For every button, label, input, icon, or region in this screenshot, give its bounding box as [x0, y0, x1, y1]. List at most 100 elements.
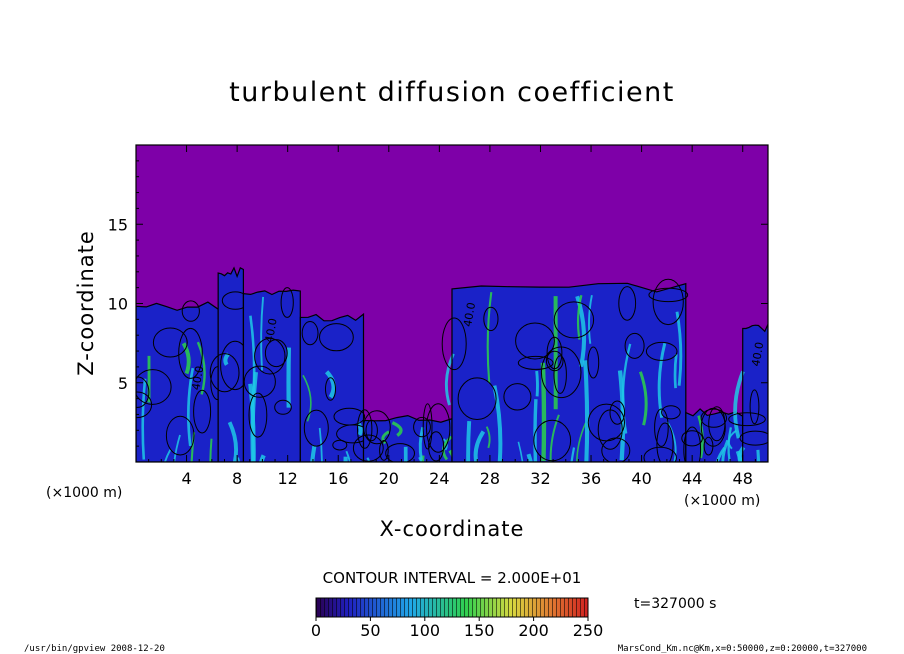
contour-label: 40.0	[461, 301, 478, 327]
contour-line	[601, 437, 631, 462]
contour-line	[553, 301, 595, 339]
region-streak	[163, 449, 172, 462]
colorbar-tick-label: 200	[518, 621, 549, 640]
contour-label: 40.0	[749, 341, 766, 367]
region-streak	[345, 450, 351, 462]
contour-line	[379, 440, 389, 461]
contour-line	[517, 355, 554, 370]
region-streak	[517, 441, 524, 462]
contour-line	[254, 337, 286, 375]
region-base	[452, 283, 686, 462]
turbulent-region	[242, 287, 301, 462]
x-unit-right: (×1000 m)	[684, 493, 760, 509]
contour-label: 40.0	[263, 317, 280, 343]
contour-line	[385, 443, 415, 462]
region-streak	[638, 371, 648, 426]
contour-line	[178, 327, 203, 379]
contour-line	[457, 377, 497, 421]
x-tick-label: 4	[181, 469, 191, 488]
region-streak	[721, 439, 730, 462]
region-streak	[302, 374, 312, 422]
footer-left: /usr/bin/gpview 2008-12-20	[24, 644, 165, 654]
contour-line	[352, 434, 384, 462]
x-tick-label: 16	[328, 469, 348, 488]
y-tick-label: 5	[118, 374, 128, 393]
region-streak	[727, 427, 733, 462]
colorbar: 0 50 100 150 200 250	[311, 597, 604, 640]
region-streak	[227, 421, 239, 462]
contour-line	[708, 406, 726, 442]
contour-line	[325, 377, 336, 401]
colorbar-stripes	[316, 598, 588, 617]
contour-line	[483, 306, 499, 332]
x-tick-label: 24	[429, 469, 449, 488]
region-streak	[223, 352, 231, 366]
region-streak	[485, 426, 491, 449]
region-streak	[310, 444, 317, 462]
region-streak	[657, 342, 667, 418]
plot-area: 40.0 40.0 40.0 40.0	[135, 144, 769, 463]
region-streak	[366, 457, 371, 462]
turbulent-region	[352, 403, 457, 462]
region-streak	[187, 367, 195, 447]
contour-line	[700, 408, 727, 428]
y-axis: 5 10 15	[108, 160, 768, 447]
region-base	[136, 302, 219, 462]
y-axis-label: Z-coordinate	[74, 230, 98, 376]
x-tick-label: 36	[581, 469, 601, 488]
contour-line	[503, 383, 532, 411]
contour-line	[264, 339, 288, 368]
contour-line	[301, 321, 319, 346]
colorbar-tick-label: 0	[311, 621, 321, 640]
y-tick-label: 10	[108, 295, 128, 314]
region-streak	[173, 434, 181, 462]
region-streak	[535, 370, 539, 397]
region-streak	[715, 446, 726, 462]
turbulent-region	[441, 278, 689, 462]
contour-line	[515, 322, 555, 360]
x-unit-left: (×1000 m)	[46, 485, 122, 501]
contour-line	[332, 439, 348, 451]
x-tick-label: 48	[733, 469, 753, 488]
contour-line	[624, 332, 645, 359]
contour-line	[553, 355, 567, 394]
x-tick-label: 44	[682, 469, 702, 488]
region-streak	[533, 399, 538, 462]
region-streak	[526, 453, 533, 462]
x-tick-label: 20	[379, 469, 399, 488]
contour-label: 40.0	[189, 365, 206, 391]
contour-line	[319, 323, 354, 352]
contour-line	[426, 403, 451, 453]
contour-line	[652, 278, 684, 326]
contour-line	[749, 389, 760, 425]
contour-line	[303, 409, 329, 447]
contour-line	[136, 391, 153, 419]
region-base	[243, 290, 301, 462]
colorbar-tick-label: 250	[573, 621, 604, 640]
contour-line	[587, 346, 600, 379]
contour-line	[209, 353, 240, 393]
region-streak	[733, 370, 745, 439]
x-tick-label: 28	[480, 469, 500, 488]
turbulent-region	[299, 312, 370, 462]
footer-right: MarsCond_Km.nc@Km,x=0:50000,z=0:20000,t=…	[618, 644, 867, 654]
region-streak	[466, 420, 472, 462]
contour-line	[193, 389, 212, 434]
region-outline	[451, 282, 687, 462]
region-streak	[473, 430, 486, 462]
contour-interval-text: CONTOUR INTERVAL = 2.000E+01	[323, 569, 582, 587]
region-streak	[391, 421, 403, 437]
region-streak	[588, 295, 593, 344]
region-streak	[381, 430, 390, 445]
contour-line	[357, 409, 373, 449]
contour-line	[661, 405, 681, 420]
turbulence-field	[136, 266, 768, 462]
x-tick-label: 40	[631, 469, 651, 488]
region-base	[363, 415, 452, 462]
region-streak	[486, 291, 493, 384]
region-streak	[324, 370, 336, 399]
contour-line	[656, 422, 674, 462]
contour-line	[428, 431, 445, 462]
contour-line	[413, 416, 431, 438]
